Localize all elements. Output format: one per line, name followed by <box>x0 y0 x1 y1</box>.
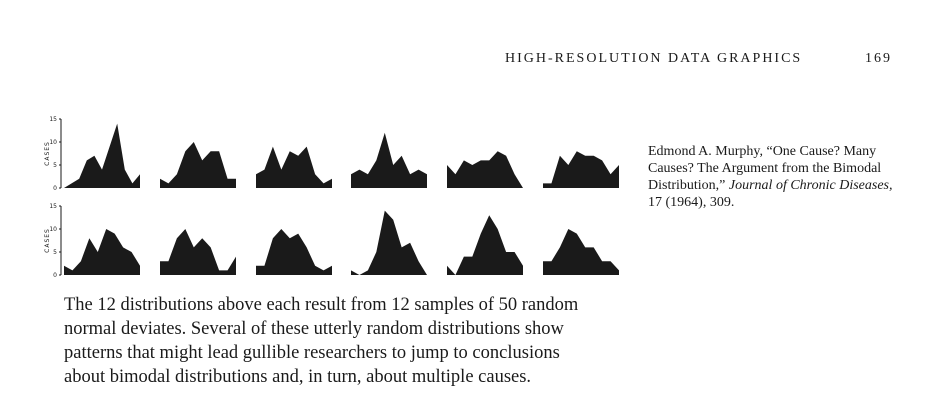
y-tick-label: 15 <box>49 203 57 210</box>
distribution-area <box>543 151 619 188</box>
caption-line: patterns that might lead gullible resear… <box>64 343 560 363</box>
caption-line: The 12 distributions above each result f… <box>64 295 579 315</box>
sidenote-line: Edmond A. Murphy, “One Cause? Many <box>648 144 876 159</box>
y-axis-label: CASES <box>44 141 51 166</box>
journal-title: Journal of Chronic Diseases, <box>729 178 893 193</box>
running-header: HIGH-RESOLUTION DATA GRAPHICS <box>505 51 802 66</box>
caption-line: normal deviates. Several of these utterl… <box>64 319 565 339</box>
caption-line: about bimodal distributions and, in turn… <box>64 367 531 387</box>
y-tick-label: 5 <box>53 162 57 169</box>
page-number: 169 <box>865 51 892 66</box>
sidenote-line: Causes? The Argument from the Bimodal <box>648 161 881 176</box>
distribution-area <box>447 215 523 275</box>
distribution-area <box>64 123 140 188</box>
distribution-area <box>160 142 236 188</box>
y-tick-label: 10 <box>49 226 57 233</box>
distribution-area <box>447 151 523 188</box>
y-tick-label: 0 <box>53 185 57 192</box>
distribution-area <box>160 229 236 275</box>
distribution-area <box>64 229 140 275</box>
distribution-area <box>543 229 619 275</box>
y-tick-label: 15 <box>49 116 57 123</box>
sidenote-line: Distribution,” Journal of Chronic Diseas… <box>648 178 892 193</box>
y-tick-label: 0 <box>53 272 57 279</box>
distribution-area <box>351 210 427 275</box>
distribution-area <box>256 146 332 188</box>
y-tick-label: 5 <box>53 249 57 256</box>
y-tick-label: 10 <box>49 139 57 146</box>
distribution-area <box>351 132 427 188</box>
sidenote-line: 17 (1964), 309. <box>648 195 734 210</box>
y-axis-label: CASES <box>44 228 51 253</box>
sidenote-text: Distribution,” <box>648 178 729 193</box>
distribution-area <box>256 229 332 275</box>
